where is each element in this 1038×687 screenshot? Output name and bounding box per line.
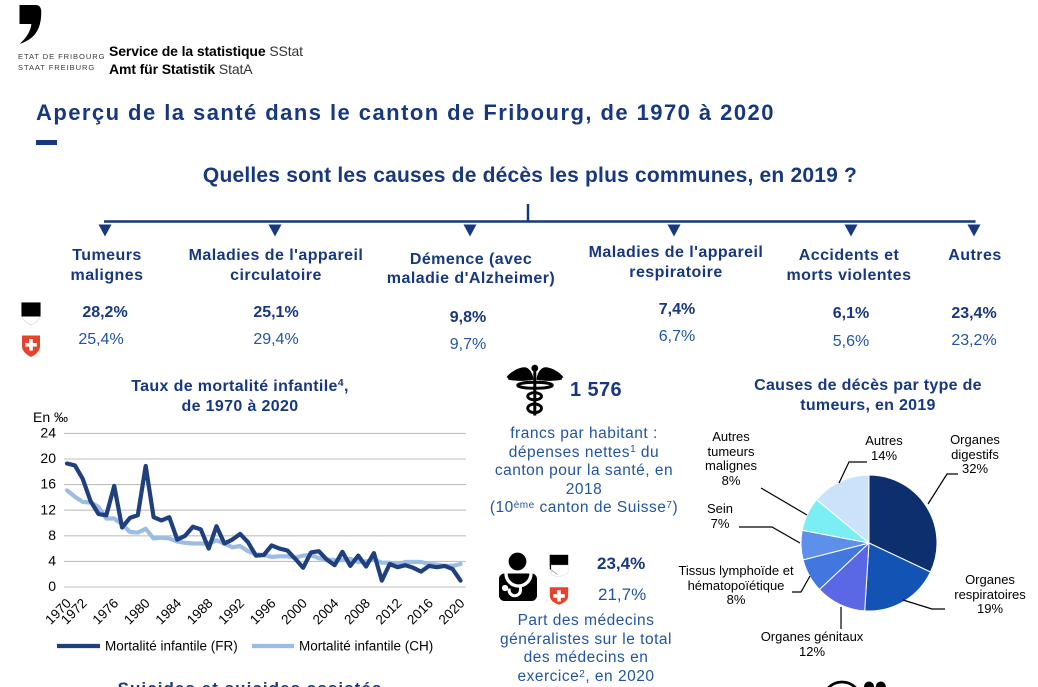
svg-text:2020: 2020 [436,596,468,628]
svg-text:1996: 1996 [247,596,279,628]
svg-text:1980: 1980 [121,596,153,628]
svg-text:1988: 1988 [184,596,216,628]
svg-text:1992: 1992 [215,596,247,628]
svg-text:Mortalité infantile (CH): Mortalité infantile (CH) [299,639,433,654]
svg-text:2016: 2016 [404,596,436,628]
svg-text:1984: 1984 [152,595,184,627]
svg-text:8: 8 [48,527,56,543]
svg-text:4: 4 [48,553,56,569]
svg-text:20: 20 [40,450,56,466]
svg-text:1976: 1976 [89,596,121,628]
svg-text:0: 0 [48,578,56,594]
svg-text:2004: 2004 [310,595,342,627]
svg-text:2000: 2000 [278,596,310,628]
svg-text:Mortalité infantile (FR): Mortalité infantile (FR) [105,639,238,654]
svg-text:24: 24 [40,425,56,441]
svg-text:16: 16 [40,476,56,492]
svg-text:12: 12 [40,501,56,517]
svg-text:2012: 2012 [373,596,405,628]
svg-text:2008: 2008 [341,596,373,628]
